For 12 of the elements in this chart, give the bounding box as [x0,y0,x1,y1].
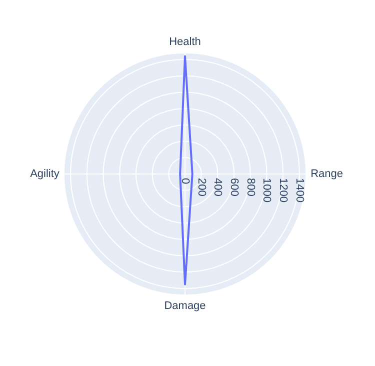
spoke-label: Health [169,36,201,48]
y-tick-label: 1000 [260,178,273,202]
y-tick-label: 1200 [277,178,290,202]
spoke-label: Agility [30,168,60,180]
spoke-label: Damage [164,300,206,312]
y-tick-label: 1400 [293,178,306,202]
y-tick-label: 400 [212,178,224,196]
y-tick-label: 600 [228,178,240,196]
spoke-label: Range [310,168,344,180]
y-tick-label: 800 [244,178,256,196]
y-tick-label: 200 [195,178,208,196]
y-tick-label: 0 [178,178,191,184]
